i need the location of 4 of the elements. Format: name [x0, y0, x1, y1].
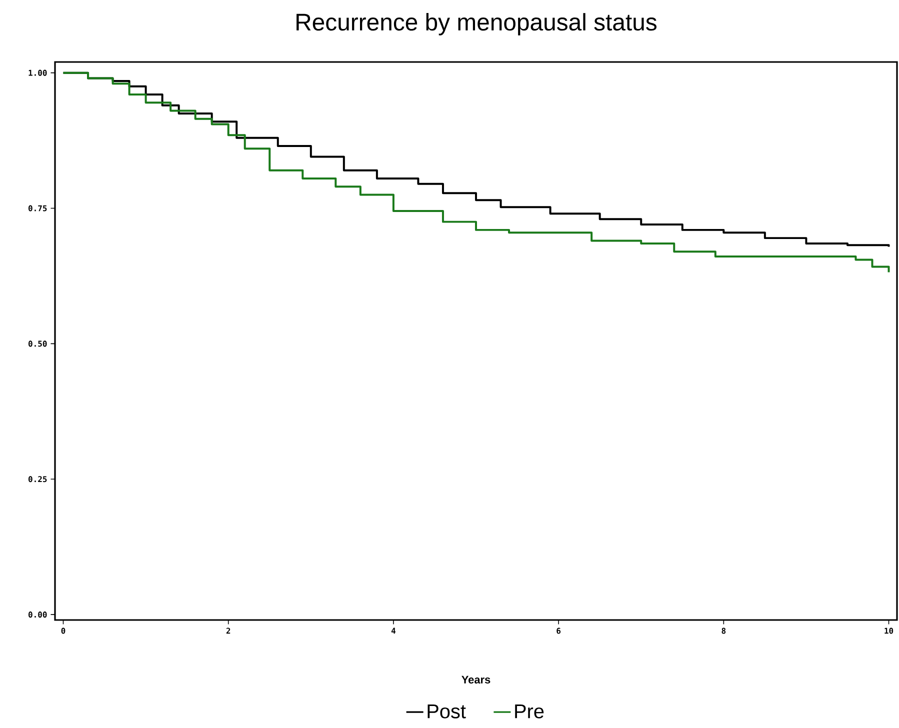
- legend-label: Pre: [515, 704, 544, 718]
- legend-label: Post: [428, 704, 466, 718]
- chart-title: Recurrence by menopausal status: [296, 13, 656, 36]
- x-axis-title: Years: [462, 676, 490, 684]
